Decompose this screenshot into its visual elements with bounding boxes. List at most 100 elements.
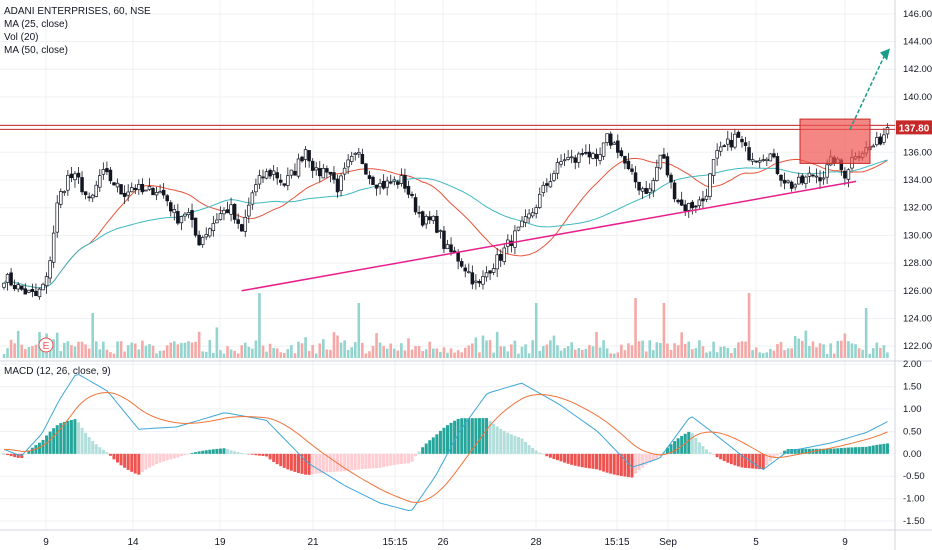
macd-histogram-bar <box>179 453 183 457</box>
volume-bar <box>102 341 105 358</box>
macd-histogram-bar <box>123 453 127 468</box>
macd-histogram-bar <box>94 444 98 454</box>
macd-histogram-bar <box>772 453 776 459</box>
volume-bar <box>595 332 598 358</box>
macd-histogram-bar <box>304 453 308 475</box>
candle-body <box>2 282 6 288</box>
macd-histogram-bar <box>552 453 556 460</box>
macd-histogram-bar <box>339 453 343 472</box>
macd-histogram-bar <box>456 418 460 454</box>
time-tick-label: 15:15 <box>604 537 629 548</box>
volume-bar <box>165 345 169 358</box>
candle-body <box>410 193 414 196</box>
volume-bar <box>194 341 197 358</box>
volume-bar <box>549 340 552 358</box>
volume-bar <box>133 343 137 358</box>
candle-body <box>16 284 20 290</box>
macd-histogram-bar <box>736 453 740 467</box>
candle-body <box>431 215 436 221</box>
macd-histogram-bar <box>790 448 794 454</box>
candle-body <box>488 270 492 274</box>
legend-ma50[interactable]: MA (50, close) <box>4 45 68 56</box>
candle-body <box>630 168 634 172</box>
macd-histogram-bar <box>108 453 112 456</box>
moving-averages <box>3 157 888 289</box>
volume-bar <box>776 343 779 358</box>
volume-bar <box>392 348 396 358</box>
time-tick-label: 15:15 <box>382 537 407 548</box>
candle-body <box>619 150 624 157</box>
candle-body <box>569 156 574 159</box>
volume-bar <box>471 343 474 358</box>
candle-body <box>225 209 230 214</box>
drawing-overlays[interactable]: 137.80 E <box>0 48 932 353</box>
volume-bar <box>850 343 854 358</box>
time-tick-label: 28 <box>530 537 542 548</box>
macd-histogram-bar <box>162 453 166 462</box>
volume-bar <box>336 335 339 358</box>
volume-bar <box>187 341 190 358</box>
volume-bar <box>797 338 801 358</box>
volume-bar <box>144 345 148 358</box>
candle-body <box>651 180 656 192</box>
volume-bar <box>31 346 34 358</box>
legend-macd[interactable]: MACD (12, 26, close, 9) <box>4 366 111 377</box>
price-tick-label: 140.00 <box>903 92 932 103</box>
candle-body <box>59 191 63 205</box>
volume-bar <box>304 337 307 358</box>
candle-body <box>467 271 471 274</box>
candle-body <box>268 169 272 177</box>
macd-histogram-bar <box>9 453 13 457</box>
candle-body <box>115 182 120 188</box>
macd-histogram-bar <box>488 420 492 454</box>
macd-histogram-bar <box>289 453 293 471</box>
candle-body <box>878 136 883 145</box>
candle-body <box>51 232 56 263</box>
volume-bar <box>190 342 194 358</box>
macd-histogram-bar <box>417 451 421 454</box>
candle-body <box>626 160 631 170</box>
candle-body <box>303 149 308 160</box>
macd-histogram-bar <box>541 453 545 455</box>
macd-histogram-bar <box>66 420 70 454</box>
macd-histogram-bar <box>350 453 354 471</box>
macd-histogram-bar <box>286 453 290 470</box>
macd-histogram-bar <box>265 453 269 457</box>
legend-ma25[interactable]: MA (25, close) <box>4 19 68 30</box>
legend-volume[interactable]: Vol (20) <box>4 32 39 43</box>
volume-bar <box>84 344 87 358</box>
candle-body <box>48 260 52 279</box>
candle-body <box>254 184 258 193</box>
volume-bar <box>247 346 251 358</box>
macd-histogram-bar <box>357 453 361 470</box>
volume-bar <box>94 341 98 358</box>
candle-body <box>605 133 609 143</box>
candle-body <box>523 216 528 223</box>
volume-bar <box>368 351 371 358</box>
candle-body <box>616 140 620 153</box>
volume-bar <box>722 346 726 358</box>
macd-histogram-bar <box>23 453 27 455</box>
macd-histogram-bar <box>360 453 364 470</box>
volume-bar <box>282 352 286 358</box>
macd-histogram-bar <box>130 453 134 472</box>
candle-body <box>534 207 538 214</box>
macd-histogram-bar <box>126 453 130 470</box>
candle-body <box>779 174 783 181</box>
macd-histogram-bar <box>332 453 336 472</box>
candle-body <box>278 179 283 183</box>
candle-body <box>406 185 411 195</box>
time-tick-label: 5 <box>753 537 759 548</box>
candle-body <box>364 163 368 175</box>
macd-histogram-bar <box>584 453 588 468</box>
macd-histogram-bar <box>296 453 300 473</box>
symbol-title[interactable]: ADANI ENTERPRISES, 60, NSE <box>4 6 151 17</box>
candle-body <box>147 186 152 190</box>
macd-histogram-bar <box>740 453 744 468</box>
macd-histogram-bar <box>208 449 212 454</box>
volume-bar <box>428 341 432 358</box>
macd-histogram-bar <box>712 453 716 455</box>
candle-body <box>257 175 262 185</box>
macd-histogram-bar <box>300 453 304 474</box>
